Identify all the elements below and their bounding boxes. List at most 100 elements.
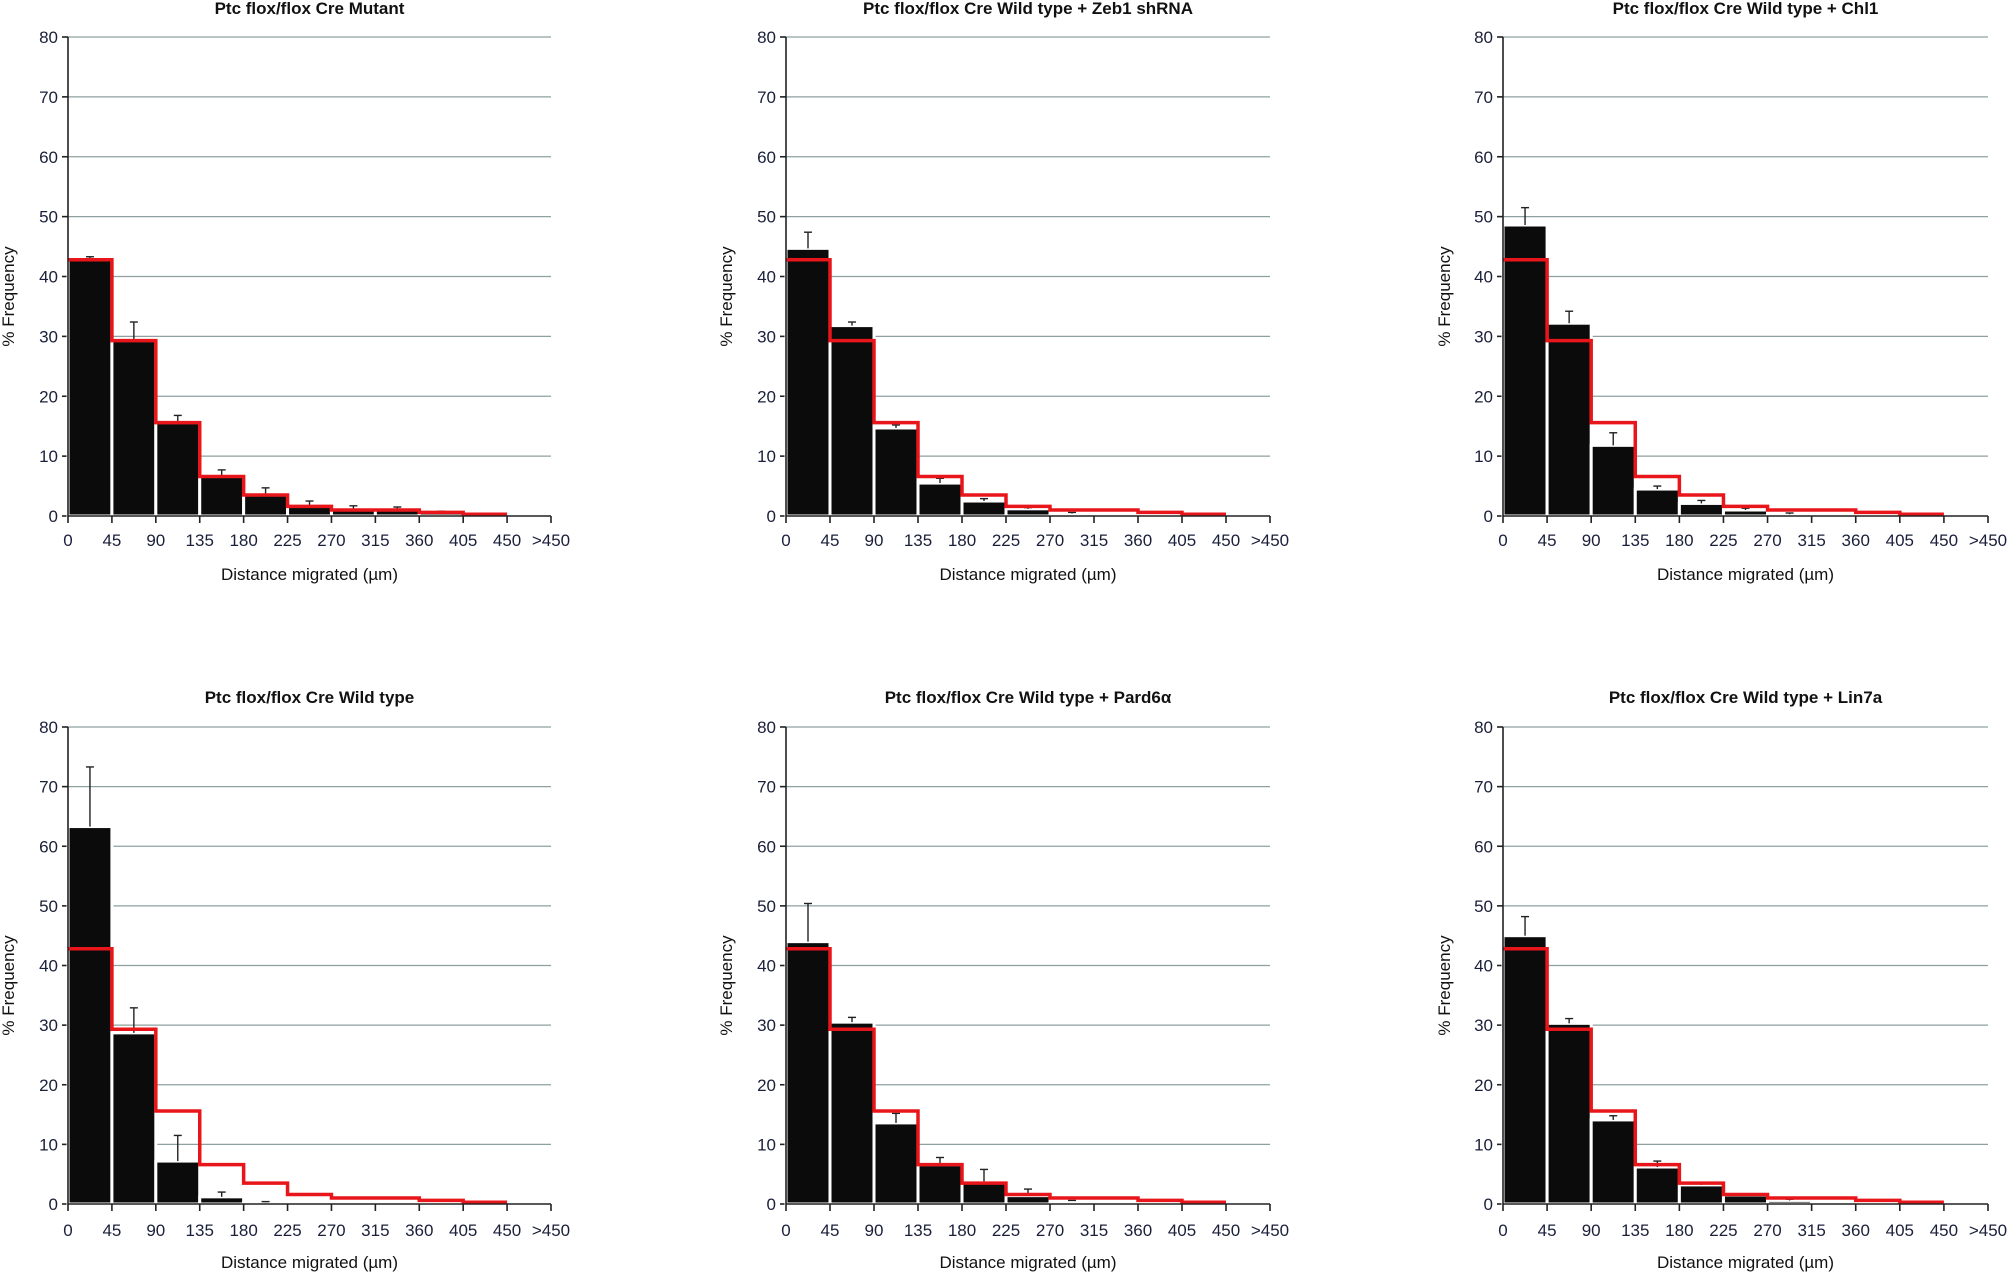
x-tick-label: 45 [1538,1221,1557,1240]
x-tick-label: >450 [532,1221,570,1240]
x-axis-label: Distance migrated (µm) [939,1253,1116,1272]
y-tick-label: 60 [39,148,58,167]
x-tick-label: 360 [1842,1221,1870,1240]
y-tick-label: 60 [39,837,58,856]
x-tick-label: 360 [405,1221,433,1240]
x-axis-label: Distance migrated (µm) [221,1253,398,1272]
bar [1677,1183,1725,1206]
y-tick-label: 50 [1474,208,1493,227]
y-tick-label: 80 [39,718,58,737]
y-tick-label: 30 [1474,1016,1493,1035]
y-axis-label: % Frequency [1435,935,1454,1036]
y-tick-label: 50 [757,208,776,227]
bar [960,499,1008,518]
y-tick-label: 40 [39,268,58,287]
x-tick-label: 90 [146,531,165,550]
chart-title: Ptc flox/flox Cre Wild type + Pard6α [885,688,1172,707]
x-tick-label: 225 [992,531,1020,550]
chart-panel: Ptc flox/flox Cre Wild type + Zeb1 shRNA… [717,0,1289,584]
x-tick-label: 0 [63,531,72,550]
x-axis-label: Distance migrated (µm) [221,565,398,584]
bar [1545,1021,1593,1206]
y-tick-label: 50 [1474,897,1493,916]
y-tick-label: 30 [39,327,58,346]
x-tick-label: 225 [1709,531,1737,550]
x-tick-label: 405 [449,1221,477,1240]
bar [1633,1165,1681,1206]
x-axis-label: Distance migrated (µm) [939,565,1116,584]
bar [872,426,920,518]
chart-title: Ptc flox/flox Cre Wild type [205,688,415,707]
x-tick-label: >450 [532,531,570,550]
x-tick-label: 405 [1886,531,1914,550]
chart-title: Ptc flox/flox Cre Mutant [215,0,405,18]
y-axis-label: % Frequency [1435,246,1454,347]
x-tick-label: 225 [992,1221,1020,1240]
y-tick-label: 80 [1474,28,1493,47]
y-tick-label: 20 [1474,387,1493,406]
x-tick-label: 360 [1124,1221,1152,1240]
x-tick-label: 0 [781,531,790,550]
reference-step-line [786,257,1226,516]
bar [1589,443,1637,518]
y-tick-label: 10 [39,447,58,466]
x-tick-label: 0 [781,1221,790,1240]
y-tick-label: 40 [757,957,776,976]
x-tick-label: >450 [1251,531,1289,550]
y-tick-label: 20 [39,1076,58,1095]
reference-step-line [786,947,1226,1204]
bar [1721,1193,1770,1206]
y-axis-label: % Frequency [0,246,18,347]
x-tick-label: 270 [317,531,345,550]
y-tick-label: 60 [757,837,776,856]
x-tick-label: 270 [1036,531,1064,550]
x-tick-label: 405 [1168,1221,1196,1240]
x-tick-label: 45 [821,1221,840,1240]
bar [242,493,290,518]
y-tick-label: 20 [1474,1076,1493,1095]
bar [828,324,876,518]
x-tick-label: 360 [405,531,433,550]
y-tick-label: 80 [757,28,776,47]
bar [110,339,158,518]
y-tick-label: 40 [1474,268,1493,287]
y-tick-label: 60 [1474,837,1493,856]
x-tick-label: 450 [1212,1221,1240,1240]
bar [916,1163,964,1206]
y-tick-label: 50 [39,208,58,227]
y-tick-label: 80 [757,718,776,737]
bar [66,825,114,1206]
x-tick-label: 180 [229,531,257,550]
x-tick-label: 360 [1842,531,1870,550]
x-axis-label: Distance migrated (µm) [1657,1253,1834,1272]
bar [198,474,246,518]
x-axis-label: Distance migrated (µm) [1657,565,1834,584]
bar [66,258,114,518]
y-tick-label: 10 [1474,447,1493,466]
y-tick-label: 10 [1474,1135,1493,1154]
bar [1677,501,1725,518]
x-tick-label: >450 [1969,531,2007,550]
chart-panel: Ptc flox/flox Cre Wild type + Pard6α 0 10 2… [717,688,1289,1272]
chart-panel: Ptc flox/flox Cre Wild type + Lin7a 0 10 20… [1435,688,2007,1272]
y-tick-label: 0 [1484,507,1493,526]
x-tick-label: 405 [449,531,477,550]
y-tick-label: 70 [39,778,58,797]
reference-step-line [68,947,508,1204]
x-tick-label: 270 [317,1221,345,1240]
x-tick-label: 450 [1930,1221,1958,1240]
x-tick-label: 450 [493,531,521,550]
x-tick-label: 405 [1886,1221,1914,1240]
x-tick-label: 315 [1797,531,1825,550]
bar [1501,934,1549,1206]
chart-panel: Ptc flox/flox Cre Wild type + Chl1 0 10 20 3… [1435,0,2007,584]
x-tick-label: 45 [102,1221,121,1240]
bar [784,246,832,518]
y-tick-label: 50 [39,897,58,916]
y-tick-label: 20 [757,387,776,406]
x-tick-label: 315 [1080,1221,1108,1240]
reference-step-line [68,257,508,516]
bar [154,421,202,518]
y-tick-label: 0 [49,507,58,526]
